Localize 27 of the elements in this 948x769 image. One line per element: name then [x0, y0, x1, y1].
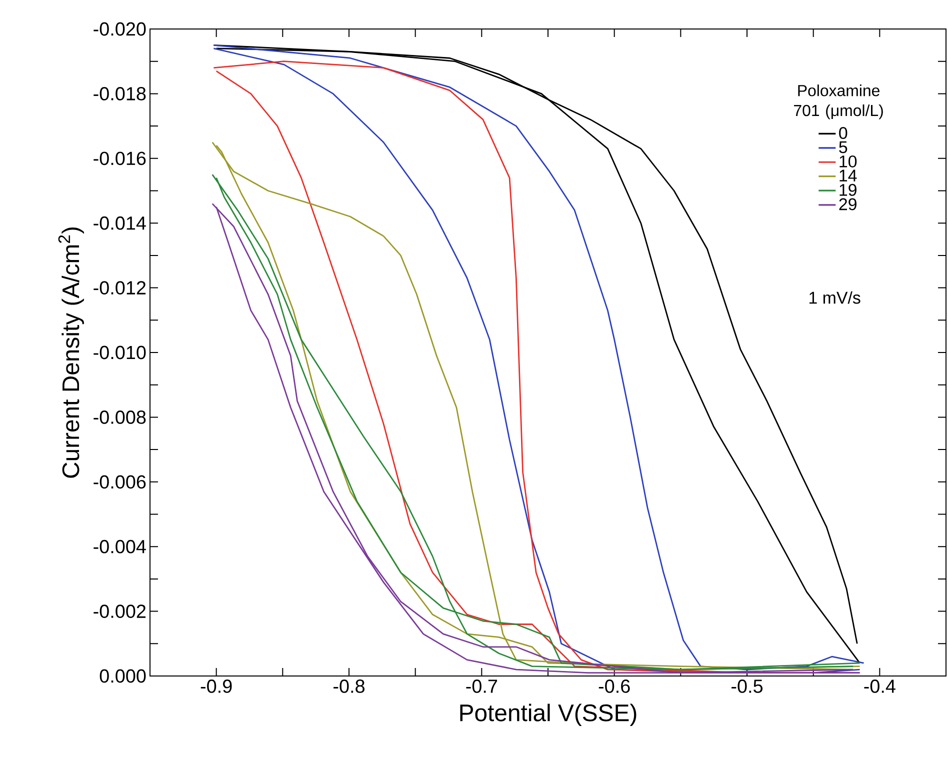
y-tick-label: -0.008	[94, 410, 146, 424]
y-tick-label: -0.020	[94, 22, 146, 36]
legend-label: 19	[840, 184, 856, 196]
x-tick-label: -0.5	[732, 680, 763, 693]
y-axis-title: Current Density (A/cm$^{2}$)	[58, 228, 84, 478]
legend-title: Poloxamine 701 (μmol/L)	[794, 84, 883, 120]
x-tick-label: -0.4	[864, 680, 896, 693]
x-axis-title: Potential V(SSE)	[460, 704, 636, 726]
y-tick-label: -0.018	[94, 87, 146, 100]
y-tick-label: -0.004	[94, 540, 146, 554]
y-tick-label: -0.006	[94, 475, 146, 489]
x-tick-label: -0.9	[200, 680, 232, 693]
legend-label: 10	[840, 155, 857, 168]
legend-label: 29	[839, 198, 856, 210]
y-tick-label: -0.012	[94, 281, 146, 295]
x-tick-label: -0.8	[334, 680, 364, 693]
y-tick-label: -0.016	[94, 152, 146, 166]
legend-label: 14	[840, 170, 857, 182]
x-tick-label: -0.7	[466, 680, 498, 693]
x-tick-label: -0.6	[598, 680, 630, 693]
y-tick-label: -0.014	[94, 216, 146, 230]
legend-label: 5	[839, 141, 848, 154]
y-tick-label: 0.000	[100, 669, 146, 683]
y-tick-label: -0.010	[94, 346, 146, 360]
annotation: 1 mV/s	[810, 291, 860, 304]
y-tick-label: -0.002	[94, 604, 146, 618]
legend-label: 0	[839, 127, 848, 139]
